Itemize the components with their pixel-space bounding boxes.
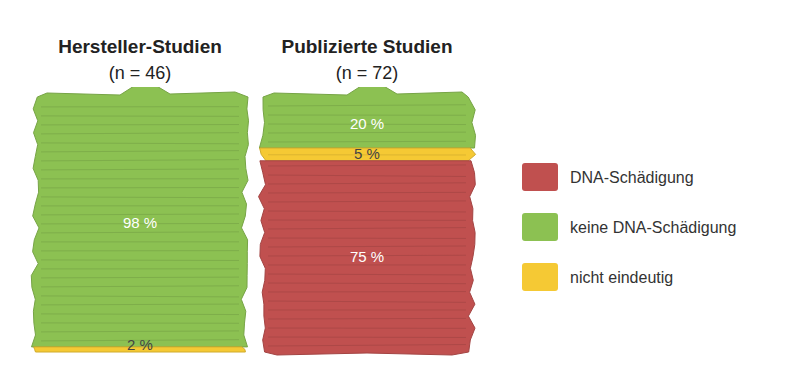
paper-line	[41, 178, 239, 179]
data-label: 75 %	[350, 248, 384, 265]
category-subtitle: (n = 72)	[336, 63, 399, 83]
legend-label: DNA-Schädigung	[570, 169, 694, 186]
data-label: 20 %	[350, 115, 384, 132]
paper-line	[268, 183, 466, 184]
paper-line	[268, 310, 466, 311]
paper-line	[41, 322, 239, 323]
paper-line	[41, 142, 239, 144]
legend-label: keine DNA-Schädigung	[570, 219, 736, 236]
paper-line	[41, 133, 239, 134]
paper-line	[268, 132, 466, 134]
paper-line	[41, 296, 239, 297]
stack-segment	[259, 161, 476, 355]
paper-line	[41, 330, 239, 332]
paper-line	[41, 250, 239, 251]
paper-line	[41, 277, 239, 279]
paper-line	[41, 268, 239, 269]
legend: DNA-Schädigung keine DNA-Schädigung nicht …	[522, 163, 736, 291]
paper-line	[41, 106, 239, 107]
paper-line	[41, 304, 239, 306]
paper-line	[268, 105, 466, 106]
paper-line	[41, 187, 239, 188]
paper-line	[268, 345, 466, 346]
data-label: 5 %	[354, 145, 380, 162]
paper-line	[41, 205, 239, 206]
paper-line	[268, 175, 466, 176]
paper-line	[268, 192, 466, 194]
paper-line	[41, 115, 239, 116]
chart: 2 % 98 % 75 % 5 % 20 % Hersteller-Studien (n =…	[0, 0, 800, 385]
paper-line	[41, 160, 239, 161]
paper-line	[41, 168, 239, 170]
category-label: Publizierte Studien	[281, 36, 452, 57]
paper-line	[41, 232, 239, 233]
paper-line	[268, 246, 466, 247]
y-tick	[20, 352, 24, 353]
paper-line	[41, 196, 239, 198]
stack-segment	[31, 87, 248, 347]
paper-line	[268, 220, 466, 221]
paper-line	[268, 337, 466, 338]
category-label: Hersteller-Studien	[58, 36, 222, 57]
paper-line	[41, 259, 239, 261]
paper-line	[41, 124, 239, 125]
paper-line	[268, 301, 466, 302]
data-labels: 2 % 98 % 75 % 5 % 20 %	[123, 115, 384, 354]
paper-line	[41, 286, 239, 287]
plot-area	[31, 87, 475, 355]
paper-line	[268, 201, 466, 202]
paper-line	[268, 291, 466, 292]
paper-line	[268, 274, 466, 276]
paper-line	[268, 141, 466, 143]
legend-label: nicht eindeutig	[570, 269, 673, 286]
legend-swatch	[522, 263, 558, 291]
y-tick	[20, 97, 24, 98]
paper-line	[268, 318, 466, 320]
data-label: 98 %	[123, 214, 157, 231]
legend-swatch	[522, 163, 558, 191]
paper-line	[268, 211, 466, 213]
paper-line	[268, 228, 466, 229]
paper-line	[41, 151, 239, 152]
category-subtitle: (n = 46)	[109, 63, 172, 83]
data-label: 2 %	[127, 336, 153, 353]
paper-line	[268, 328, 466, 329]
stack-segment	[259, 87, 475, 148]
paper-line	[41, 313, 239, 315]
paper-line	[268, 165, 466, 166]
paper-line	[268, 238, 466, 239]
paper-line	[268, 283, 466, 285]
legend-swatch	[522, 213, 558, 241]
paper-line	[41, 241, 239, 242]
